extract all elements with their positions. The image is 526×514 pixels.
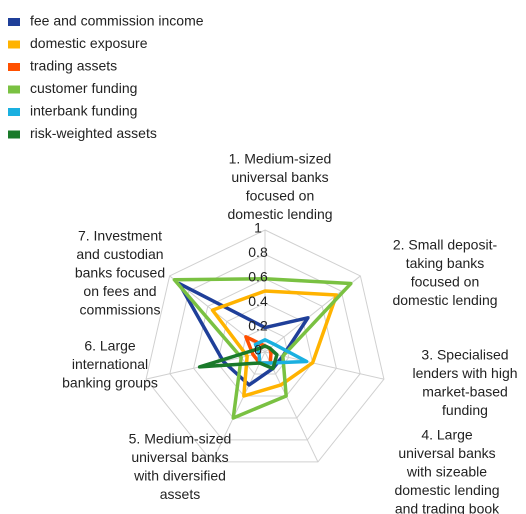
axis-label: banks focused <box>75 265 165 281</box>
legend-label: trading assets <box>30 58 117 74</box>
axis-label: assets <box>160 486 200 502</box>
series-line <box>210 289 339 398</box>
tick-label: 0.4 <box>248 293 268 309</box>
axis-label: lenders with high <box>412 365 517 381</box>
axis-label: domestic lending <box>394 482 499 498</box>
tick-label: 0.8 <box>248 244 268 260</box>
axis-label: and trading book <box>395 501 500 514</box>
axis-label: 6. Large <box>84 338 136 354</box>
legend-swatch <box>8 63 20 71</box>
axis-label: focused on <box>411 274 480 290</box>
axis-label: banking groups <box>62 375 158 391</box>
axis-label: domestic lending <box>392 292 497 308</box>
tick-label: 0.6 <box>248 269 268 285</box>
axis-label: and custodian <box>76 246 163 262</box>
axis-label: domestic lending <box>227 206 332 222</box>
axis-label: taking banks <box>406 255 485 271</box>
series-line <box>197 344 279 371</box>
axis-label: universal banks <box>398 445 495 461</box>
series-line <box>253 338 309 365</box>
spoke <box>264 351 385 380</box>
axis-label: funding <box>442 402 488 418</box>
axis-label: on fees and <box>83 283 156 299</box>
axis-label: market-based <box>422 384 508 400</box>
legend-swatch <box>8 18 20 26</box>
legend-label: customer funding <box>30 80 137 96</box>
grid-ring <box>169 253 361 441</box>
axis-label: 5. Medium-sized <box>129 431 232 447</box>
axis-label: 1. Medium-sized <box>229 151 332 167</box>
axis-label: universal banks <box>131 449 228 465</box>
axis-label: 4. Large <box>421 427 473 443</box>
axis-label: 3. Specialised <box>421 347 508 363</box>
axis-label: commissions <box>80 302 161 318</box>
grid-ring <box>145 229 385 463</box>
legend-swatch <box>8 130 20 139</box>
legend-label: interbank funding <box>30 103 137 119</box>
legend-swatch <box>8 108 20 116</box>
legend-swatch <box>8 85 20 94</box>
series-line <box>177 281 310 387</box>
axis-label: with sizeable <box>406 464 487 480</box>
legend-label: domestic exposure <box>30 35 148 51</box>
spoke <box>211 351 266 463</box>
series-line <box>172 277 353 420</box>
axis-label: with diversified <box>133 468 226 484</box>
legend-swatch <box>8 40 20 49</box>
spoke <box>264 351 319 463</box>
axis-label: focused on <box>246 188 315 204</box>
legend-label: fee and commission income <box>30 13 204 29</box>
axis-label: 7. Investment <box>78 228 162 244</box>
tick-label: 0.2 <box>248 317 268 333</box>
tick-label: 0 <box>254 342 262 358</box>
tick-label: 1 <box>254 220 262 236</box>
legend-label: risk-weighted assets <box>30 125 157 141</box>
axis-label: universal banks <box>231 169 328 185</box>
axis-label: international <box>72 356 148 372</box>
axis-label: 2. Small deposit- <box>393 237 498 253</box>
